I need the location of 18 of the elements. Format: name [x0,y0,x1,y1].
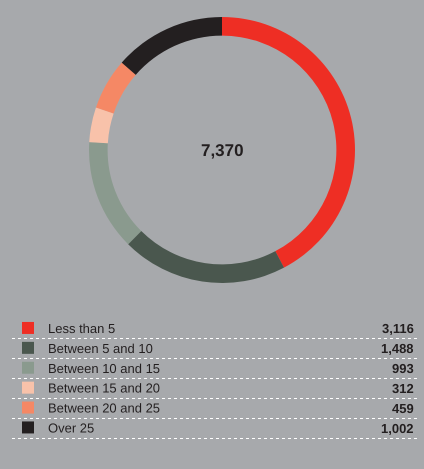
text: 7,370 [201,141,244,160]
donut-slice [128,231,284,283]
data-label: 1,488 [381,341,414,356]
data-label: 1,002 [381,421,414,436]
data-label: 312 [392,381,414,396]
donut-slice [89,142,142,244]
donut-slice [122,17,222,75]
legend-label: Between 10 and 15 [48,360,160,376]
legend-label: Between 20 and 25 [48,400,160,416]
legend-label: Between 5 and 10 [48,340,153,356]
legend-label: Between 15 and 20 [48,380,160,396]
data-label: 993 [392,361,414,376]
legend-label: Less than 5 [48,321,116,336]
data-label: 459 [392,401,414,416]
data-label: 3,116 [382,321,414,336]
donut-slice [89,108,114,144]
legend-label: Over 25 [48,420,94,436]
donut-slice [96,62,136,114]
